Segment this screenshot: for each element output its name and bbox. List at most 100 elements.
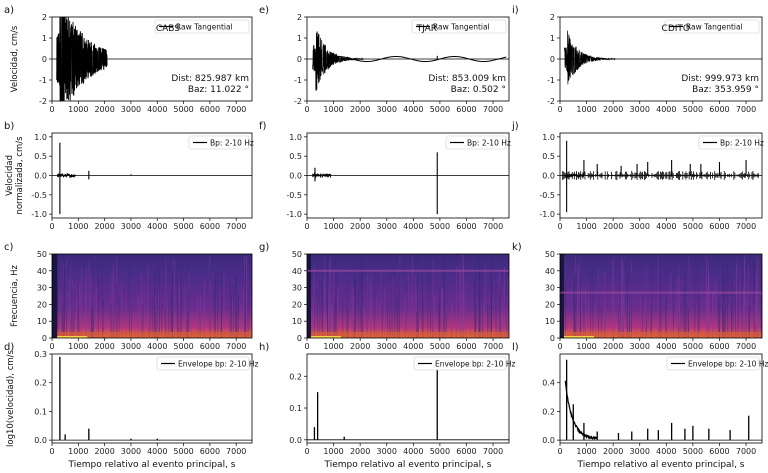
legend-text: Bp: 2-10 Hz bbox=[720, 139, 764, 148]
legend-box bbox=[445, 135, 507, 150]
spectrogram-streak bbox=[61, 306, 63, 338]
panel-k: k) 0 10 20 30 40 50 0 1000 2000 3000 4000 5000 6000 70… bbox=[512, 242, 763, 351]
x-tick-label: 0 bbox=[304, 447, 309, 456]
spectrogram-streak bbox=[404, 299, 406, 338]
spectrogram-streak bbox=[697, 261, 699, 338]
spectrogram-streak bbox=[578, 260, 580, 338]
y-tick-label: -2 bbox=[39, 97, 47, 106]
spectrogram-streak bbox=[506, 297, 508, 338]
y-tick-label: 40 bbox=[545, 267, 555, 276]
spectrogram-streak bbox=[93, 289, 95, 338]
panel-label: k) bbox=[512, 242, 522, 253]
spectrogram-streak bbox=[70, 265, 72, 338]
spectrogram-streak bbox=[204, 278, 205, 338]
spectrogram-streak bbox=[148, 310, 150, 338]
y-tick-label: -1 bbox=[39, 76, 47, 85]
x-tick-label: 2000 bbox=[350, 222, 370, 231]
spectrogram-streak bbox=[141, 295, 143, 338]
spectrogram-streak bbox=[622, 312, 623, 338]
legend-text: Raw Tangential bbox=[686, 23, 743, 32]
spectrogram-streak bbox=[360, 261, 362, 338]
raw-waveform bbox=[563, 30, 616, 85]
x-tick-label: 4000 bbox=[403, 222, 423, 231]
spectrogram-streak bbox=[636, 311, 637, 338]
spectrogram-streak bbox=[657, 255, 659, 338]
spectrogram-streak bbox=[743, 287, 745, 338]
spectrogram-streak bbox=[604, 271, 605, 338]
x-tick-label: 6000 bbox=[456, 105, 476, 114]
spectrogram-streak bbox=[677, 306, 679, 338]
spectrogram-streak bbox=[317, 290, 318, 338]
y-tick-label: 0.2 bbox=[34, 379, 47, 388]
spectrogram-streak bbox=[177, 257, 179, 338]
y-tick-label: 50 bbox=[292, 250, 302, 259]
y-tick-label: 50 bbox=[545, 250, 555, 259]
panel-label: j) bbox=[511, 121, 519, 132]
spectrogram-streak bbox=[129, 264, 130, 338]
spectrogram-streak bbox=[384, 288, 385, 338]
spectrogram-streak bbox=[322, 268, 323, 338]
y-tick-label: 50 bbox=[37, 250, 47, 259]
y-tick-label: 0 bbox=[550, 55, 555, 64]
spectrogram-streak bbox=[202, 300, 204, 338]
spectrogram-streak bbox=[746, 299, 747, 338]
spectrogram-streak bbox=[757, 257, 759, 338]
x-tick-label: 0 bbox=[304, 222, 309, 231]
spectrogram-streak bbox=[242, 289, 244, 338]
spectrogram-streak bbox=[683, 286, 685, 338]
plot-frame bbox=[559, 353, 763, 444]
spectrogram-streak bbox=[461, 254, 463, 338]
spectrogram-streak bbox=[465, 285, 467, 338]
spectrogram-streak bbox=[354, 280, 356, 338]
spectrogram-streak bbox=[188, 286, 190, 338]
spectrogram-streak bbox=[92, 308, 94, 338]
distance-label: Dist: 853.009 km bbox=[428, 74, 506, 84]
x-tick-label: 6000 bbox=[200, 447, 220, 456]
spectrogram-streak bbox=[378, 303, 380, 338]
spectrogram-streak bbox=[219, 290, 221, 338]
y-tick-label: 0.1 bbox=[34, 407, 47, 416]
spectrogram-streak bbox=[247, 289, 249, 338]
x-tick-label: 3000 bbox=[121, 342, 141, 351]
spectrogram-energy-burst bbox=[310, 336, 341, 338]
x-tick-label: 3000 bbox=[630, 105, 650, 114]
spectrogram-dark-region bbox=[560, 254, 564, 338]
raw-waveform bbox=[56, 16, 108, 102]
spectrogram-streak bbox=[469, 310, 471, 338]
x-tick-label: 4000 bbox=[403, 342, 423, 351]
spectrogram-streak bbox=[430, 264, 431, 338]
spectrogram-streak bbox=[575, 271, 577, 338]
spectrogram-streak bbox=[501, 304, 503, 338]
spectrogram-streak bbox=[85, 294, 86, 338]
x-tick-label: 4000 bbox=[656, 105, 676, 114]
x-tick-label: 6000 bbox=[709, 105, 729, 114]
panel-l: l) 0.0 0.2 0.4 0 1000 2000 3000 4000 5000 6000 7000… bbox=[512, 342, 768, 470]
y-tick-label: 1 bbox=[42, 34, 47, 43]
spectrogram-streak bbox=[451, 299, 453, 338]
spectrogram-low-band bbox=[57, 332, 253, 338]
spectrogram-streak bbox=[334, 298, 336, 338]
x-tick-label: 5000 bbox=[173, 447, 193, 456]
y-tick-label: 0.5 bbox=[289, 152, 302, 161]
spectrogram-streak bbox=[748, 264, 749, 338]
x-tick-label: 2000 bbox=[603, 447, 623, 456]
spectrogram-streak bbox=[213, 278, 215, 338]
x-axis-label: Tiempo relativo al evento principal, s bbox=[68, 460, 236, 470]
panel-label: l) bbox=[512, 342, 519, 353]
spectrogram-streak bbox=[642, 300, 644, 338]
spectrogram-streak bbox=[362, 257, 363, 338]
panel-label: c) bbox=[4, 242, 13, 253]
spectrogram-streak bbox=[130, 276, 132, 338]
panel-d: d)0.00.10.20.30 1000 2000 3000 4000 5000 6000 7… bbox=[4, 342, 258, 470]
spectrogram-streak bbox=[626, 280, 628, 338]
spectrogram-streak bbox=[442, 289, 444, 338]
spectrogram-streak bbox=[628, 297, 629, 338]
spectrogram-streak bbox=[353, 295, 355, 338]
x-tick-label: 5000 bbox=[683, 342, 703, 351]
x-tick-label: 7000 bbox=[483, 105, 503, 114]
spectrogram-streak bbox=[78, 285, 80, 338]
panel-label: i) bbox=[512, 5, 519, 16]
y-tick-label: 0 bbox=[42, 55, 47, 64]
spectrogram-streak bbox=[143, 281, 145, 338]
